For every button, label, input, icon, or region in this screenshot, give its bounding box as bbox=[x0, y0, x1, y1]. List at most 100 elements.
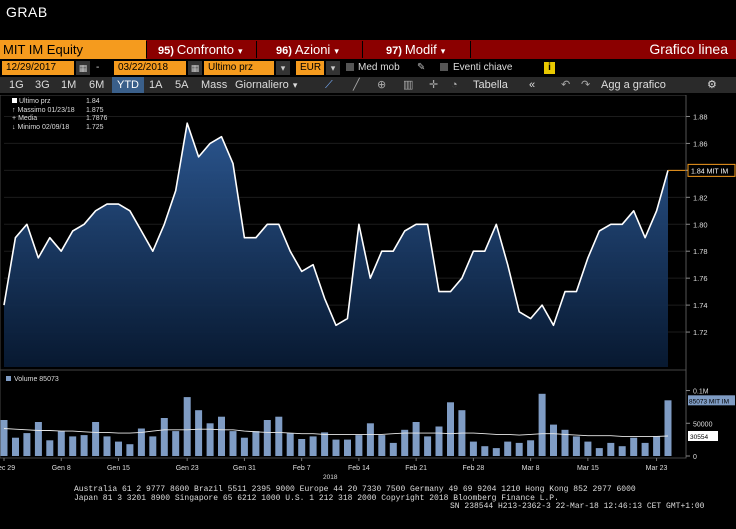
price-point bbox=[129, 210, 131, 212]
volume-tag-box bbox=[688, 395, 735, 406]
menu-number: 95) bbox=[158, 45, 174, 57]
pencil-icon[interactable]: ✎ bbox=[417, 62, 426, 73]
volume-bar bbox=[527, 440, 535, 456]
caret-down-icon: ▾ bbox=[334, 46, 339, 56]
price-point bbox=[267, 223, 269, 225]
period-5a[interactable]: 5A bbox=[175, 79, 189, 91]
price-point bbox=[473, 250, 475, 252]
price-point bbox=[450, 291, 452, 293]
add-to-chart-button[interactable]: Agg a grafico bbox=[601, 79, 666, 91]
gear-icon[interactable]: ⚙ bbox=[707, 79, 717, 91]
volume-bar bbox=[515, 442, 523, 456]
price-point bbox=[621, 223, 623, 225]
legend-label: Massimo 01/23/18 bbox=[17, 106, 75, 114]
dropdown-icon[interactable]: ▾ bbox=[276, 61, 290, 75]
volume-bar bbox=[584, 441, 592, 456]
x-tick-label: Gen 23 bbox=[176, 465, 199, 472]
price-point bbox=[610, 223, 612, 225]
price-point bbox=[518, 311, 520, 313]
price-point bbox=[381, 250, 383, 252]
volume-chart[interactable]: 0 50000 0.1M 85073 MIT IM 30554 Dec 29 Gen 8 Ge… bbox=[0, 370, 736, 482]
price-point bbox=[186, 122, 188, 124]
price-point bbox=[633, 210, 635, 212]
zoom-icon[interactable]: ⊕ bbox=[377, 79, 387, 91]
frequency-select[interactable]: Giornaliero ▾ bbox=[230, 77, 302, 93]
footer: Australia 61 2 9777 8600 Brazil 5511 239… bbox=[0, 485, 736, 512]
start-date-field[interactable]: 12/29/2017 bbox=[2, 61, 74, 75]
volume-bar bbox=[595, 448, 603, 456]
draw-tool-icon[interactable]: ╱ bbox=[353, 79, 360, 91]
confronto-button[interactable]: 95) Confronto ▾ bbox=[158, 40, 243, 59]
period-1a[interactable]: 1A bbox=[149, 79, 163, 91]
period-3g[interactable]: 3G bbox=[35, 79, 50, 91]
window-title: GRAB bbox=[6, 4, 48, 20]
volume-bar bbox=[0, 420, 8, 456]
legend-value: 1.875 bbox=[86, 106, 104, 114]
menu-number: 97) bbox=[386, 45, 402, 57]
tabella-button[interactable]: Tabella bbox=[473, 79, 508, 91]
currency-select[interactable]: EUR bbox=[296, 61, 324, 75]
separator bbox=[146, 41, 147, 58]
price-point bbox=[358, 223, 360, 225]
ticker-field[interactable]: MIT IM Equity bbox=[0, 40, 146, 59]
volume-bar bbox=[286, 433, 294, 456]
modif-button[interactable]: 97) Modif ▾ bbox=[386, 40, 445, 59]
volume-bar bbox=[321, 432, 329, 456]
price-point bbox=[255, 237, 257, 239]
period-1m[interactable]: 1M bbox=[61, 79, 77, 91]
med-mob-checkbox[interactable] bbox=[346, 63, 354, 71]
volume-bar bbox=[366, 423, 374, 456]
separator bbox=[256, 41, 257, 58]
volume-bar bbox=[550, 424, 557, 456]
crosshair-icon[interactable]: ✛ bbox=[429, 79, 439, 91]
volume-bar bbox=[115, 441, 122, 456]
price-point bbox=[106, 203, 108, 205]
volume-bar bbox=[355, 435, 363, 456]
undo-icon[interactable]: ↶ bbox=[561, 79, 571, 91]
price-legend: Ultimo prz 1.84 ↑ Massimo 01/23/18 1.875 + M… bbox=[12, 98, 107, 132]
info-icon[interactable]: i bbox=[544, 62, 555, 74]
end-date-field[interactable]: 03/22/2018 bbox=[114, 61, 186, 75]
volume-bar bbox=[240, 437, 248, 456]
eventi-checkbox[interactable] bbox=[440, 63, 448, 71]
period-mass[interactable]: Mass bbox=[201, 79, 228, 91]
volume-bar bbox=[664, 400, 672, 456]
line-chart-icon[interactable]: ⟋ bbox=[325, 79, 333, 91]
separator bbox=[362, 41, 363, 58]
volume-bar bbox=[34, 422, 42, 456]
collapse-icon[interactable]: « bbox=[529, 79, 536, 91]
volume-bar bbox=[389, 442, 397, 456]
price-point bbox=[118, 203, 120, 205]
period-1g[interactable]: 1G bbox=[9, 79, 24, 91]
price-point bbox=[335, 325, 337, 327]
indicator-icon[interactable]: ◔ bbox=[451, 79, 458, 91]
volume-bar bbox=[252, 431, 260, 456]
x-tick-label: Dec 29 bbox=[0, 465, 15, 472]
calendar-icon[interactable]: ▦ bbox=[76, 61, 90, 75]
price-point bbox=[370, 277, 372, 279]
azioni-button[interactable]: 96) Azioni ▾ bbox=[276, 40, 339, 59]
price-point bbox=[198, 156, 200, 158]
menu-label: Modif bbox=[404, 42, 437, 57]
legend-item: Ultimo prz 1.84 bbox=[12, 98, 100, 107]
x-tick-label: Mar 23 bbox=[646, 465, 668, 472]
volume-bar bbox=[126, 444, 134, 456]
period-6m[interactable]: 6M bbox=[89, 79, 105, 91]
redo-icon[interactable]: ↷ bbox=[581, 79, 591, 91]
price-point bbox=[301, 271, 303, 273]
price-field-select[interactable]: Ultimo prz bbox=[204, 61, 274, 75]
period-ytd[interactable]: YTD bbox=[112, 77, 144, 93]
calendar-icon[interactable]: ▦ bbox=[188, 61, 202, 75]
volume-bar bbox=[481, 446, 489, 456]
price-point bbox=[324, 298, 326, 300]
dropdown-icon[interactable]: ▾ bbox=[326, 61, 340, 75]
price-point bbox=[599, 230, 601, 232]
price-point bbox=[83, 223, 85, 225]
volume-bar bbox=[607, 442, 615, 456]
volume-bar bbox=[263, 420, 271, 456]
price-point bbox=[289, 250, 291, 252]
price-chart[interactable]: 1.72 1.74 1.76 1.78 1.80 1.82 1.84 1.86 1.88 1.84… bbox=[0, 95, 736, 372]
bar-style-icon[interactable]: ▥ bbox=[403, 79, 414, 91]
price-point bbox=[26, 223, 28, 225]
legend-label: Minimo 02/09/18 bbox=[17, 123, 70, 131]
